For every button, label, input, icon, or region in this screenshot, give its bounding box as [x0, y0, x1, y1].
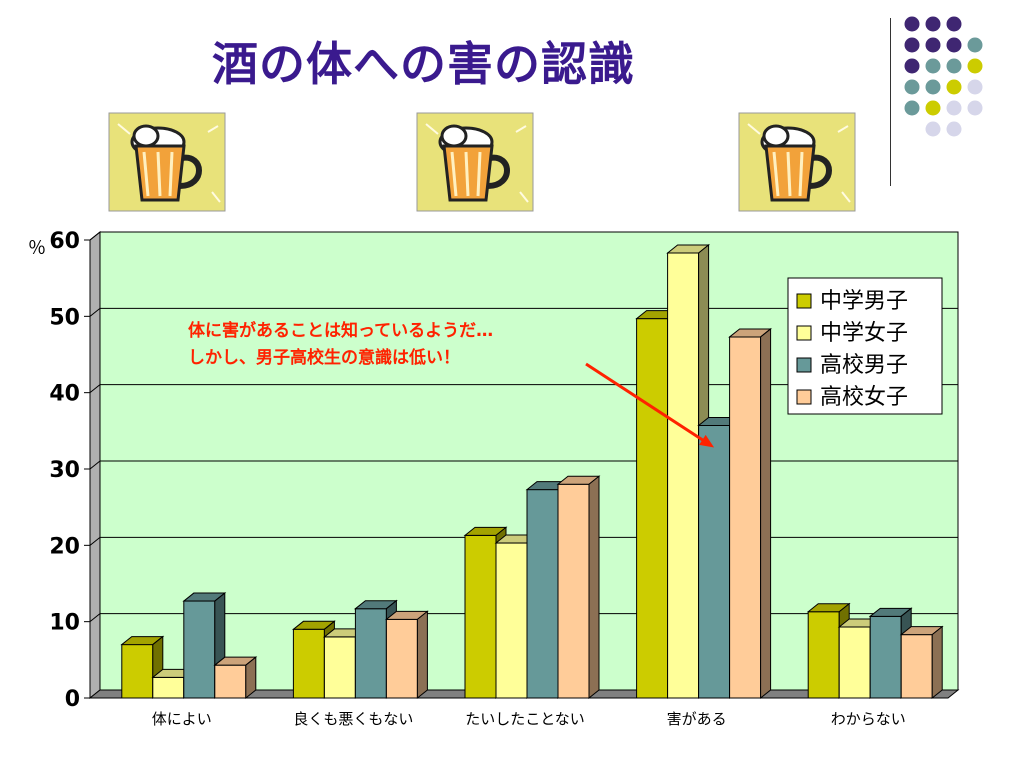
decorative-dot: [967, 79, 983, 95]
chart-annotation: 体に害があることは知っているようだ… しかし、男子高校生の意識は低い！: [188, 318, 493, 372]
bar-side: [588, 475, 600, 700]
annotation-line-2: しかし、男子高校生の意識は低い！: [188, 348, 460, 368]
decorative-dot: [904, 37, 920, 53]
legend-swatch: [796, 325, 812, 341]
decorative-dot: [967, 100, 983, 116]
decorative-divider: [890, 18, 891, 186]
legend-label: 中学男子: [820, 289, 908, 314]
gridline: [89, 231, 958, 241]
decorative-dot: [946, 121, 962, 137]
page-title: 酒の体への害の認識: [212, 37, 635, 91]
bar-front: [526, 489, 559, 699]
legend-swatch: [796, 389, 812, 405]
annotation-arrow-head: [699, 434, 715, 448]
y-tick-label: 40: [49, 382, 80, 407]
y-tick-label: 0: [65, 687, 80, 712]
bar-front: [838, 626, 871, 699]
bar-front: [729, 336, 762, 699]
bar: [213, 656, 258, 700]
bar-front: [698, 424, 731, 699]
decorative-dot: [946, 100, 962, 116]
bar: [384, 610, 429, 700]
y-tick-label: 10: [49, 611, 80, 636]
annotation-arrow: [585, 362, 707, 444]
beer-mug-icon: [108, 112, 226, 212]
legend-label: 高校女子: [820, 385, 908, 410]
y-tick-label: 20: [49, 534, 80, 559]
bar-side: [416, 610, 428, 700]
decorative-dot: [925, 37, 941, 53]
bar-front: [869, 615, 902, 699]
decorative-dot: [904, 16, 920, 32]
bar-front: [667, 252, 700, 699]
legend-swatch: [796, 357, 812, 373]
bar-front: [354, 608, 387, 699]
annotation-line-1: 体に害があることは知っているようだ…: [188, 321, 494, 341]
decorative-dot: [946, 37, 962, 53]
bar-front: [292, 628, 325, 699]
bar-front: [323, 636, 356, 699]
bar-front: [900, 634, 933, 699]
bar-front: [557, 483, 590, 699]
x-tick-label: 体によい: [152, 710, 212, 728]
bar-side: [931, 625, 943, 700]
bar-front: [464, 534, 497, 699]
bar: [868, 607, 913, 700]
y-tick-label: 60: [49, 229, 80, 254]
legend-label: 高校男子: [820, 353, 908, 378]
bar-front: [807, 611, 840, 699]
decorative-dot: [946, 79, 962, 95]
decorative-dot: [925, 121, 941, 137]
decorative-dot: [904, 100, 920, 116]
bar-front: [214, 664, 247, 699]
decorative-dot: [967, 37, 983, 53]
decorative-dot: [946, 58, 962, 74]
x-tick-label: たいしたことない: [465, 710, 585, 728]
beer-mug-icon: [738, 112, 856, 212]
bar-side: [245, 656, 257, 700]
legend-box: [787, 277, 943, 415]
bar: [899, 625, 944, 700]
x-tick-label: 害がある: [667, 710, 727, 728]
bar-front: [183, 600, 216, 699]
decorative-dot: [967, 58, 983, 74]
legend-label: 中学女子: [820, 321, 908, 346]
decorative-dot: [925, 58, 941, 74]
decorative-dot: [925, 79, 941, 95]
bar-side: [760, 327, 772, 700]
bar: [728, 327, 773, 700]
bar-front: [152, 676, 185, 699]
bar-front: [121, 644, 154, 699]
decorative-dot: [925, 16, 941, 32]
beer-mug-icon: [416, 112, 534, 212]
bar-front: [385, 618, 418, 699]
decorative-dot: [904, 58, 920, 74]
decorative-dot: [946, 16, 962, 32]
bar-front: [636, 318, 669, 699]
y-tick-label: 50: [49, 305, 80, 330]
bar: [556, 475, 601, 700]
legend-swatch: [796, 293, 812, 309]
y-tick-label: 30: [49, 458, 80, 483]
decorative-dot-grid: [904, 16, 983, 137]
decorative-dot: [904, 79, 920, 95]
x-tick-label: 良くも悪くもない: [293, 710, 413, 728]
decorative-dot: [925, 100, 941, 116]
y-axis-unit-label: ％: [28, 238, 46, 259]
bar-front: [495, 542, 528, 699]
x-tick-label: わからない: [831, 710, 906, 728]
